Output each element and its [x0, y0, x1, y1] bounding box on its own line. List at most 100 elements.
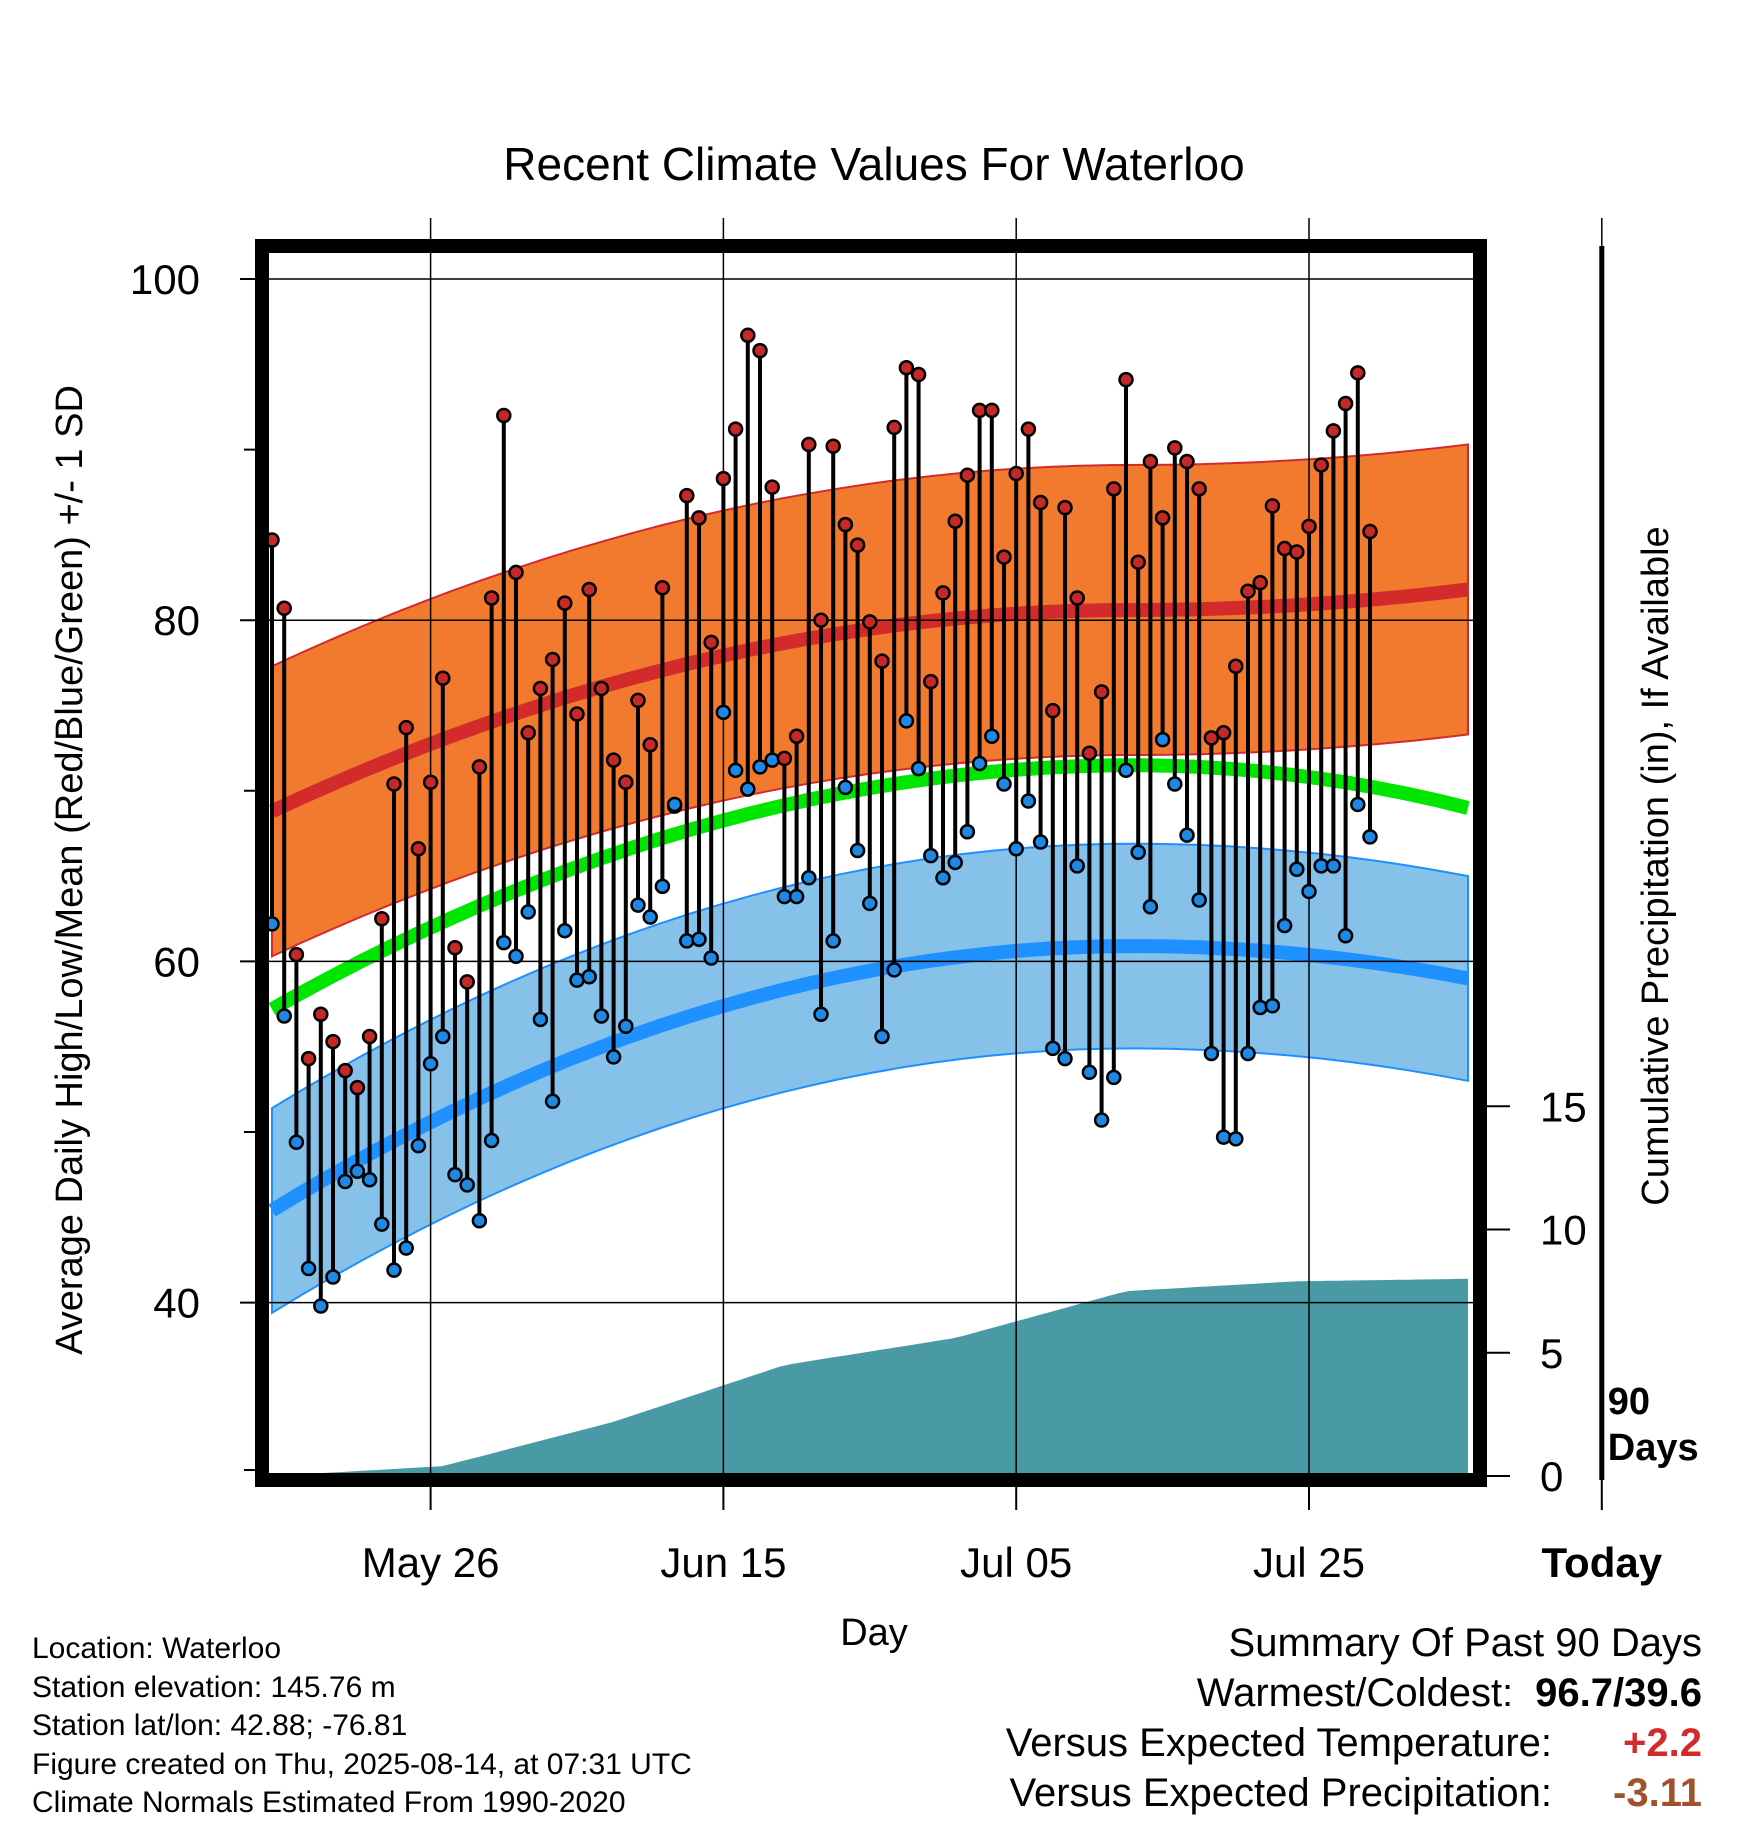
daily-high-dot-12: [410, 841, 427, 857]
daily-high-dot-47: [837, 516, 854, 533]
daily-high-dot-32: [654, 580, 671, 596]
daily-high-dot-39: [740, 327, 756, 344]
daily-low-dot-55: [935, 870, 951, 886]
daily-low-dot-9: [374, 1216, 390, 1232]
daily-low-dot-15: [447, 1166, 463, 1183]
daily-low-dot-33: [666, 796, 683, 813]
daily-low-dot-43: [788, 888, 805, 905]
daily-high-dot-51: [886, 419, 902, 436]
summary-heading: Summary Of Past 90 Days: [1228, 1621, 1702, 1665]
daily-low-dot-82: [1264, 998, 1281, 1014]
daily-low-dot-48: [849, 842, 866, 859]
daily-high-dot-79: [1228, 658, 1244, 675]
daily-high-dot-40: [752, 342, 768, 359]
daily-high-dot-66: [1069, 590, 1085, 606]
today-marker-0: 90: [1608, 1381, 1650, 1423]
daily-high-dot-15: [447, 940, 463, 956]
daily-high-dot-1: [276, 600, 292, 617]
daily-low-dot-50: [874, 1028, 890, 1045]
daily-high-dot-63: [1032, 494, 1049, 511]
daily-high-dot-74: [1167, 440, 1183, 456]
daily-low-dot-61: [1008, 841, 1024, 857]
daily-low-dot-23: [544, 1093, 561, 1110]
daily-low-dot-52: [898, 713, 915, 729]
info-latlon: Station lat/lon: 42.88; -76.81: [32, 1709, 408, 1742]
daily-low-dot-37: [715, 704, 732, 721]
summary-precip: Versus Expected Precipitation: -3.11: [1006, 1768, 1702, 1818]
daily-high-dot-6: [337, 1062, 353, 1079]
daily-high-dot-78: [1215, 725, 1232, 741]
daily-high-dot-38: [727, 421, 744, 437]
temp-label: Versus Expected Temperature:: [1005, 1721, 1552, 1765]
temp-value: +2.2: [1623, 1721, 1702, 1765]
daily-low-dot-89: [1350, 796, 1366, 813]
x-tick-label-3: Jul 25: [1253, 1539, 1365, 1586]
daily-high-dot-90: [1362, 523, 1378, 540]
daily-high-dot-5: [325, 1033, 341, 1050]
daily-low-dot-80: [1240, 1045, 1256, 1062]
daily-low-dot-65: [1057, 1050, 1073, 1067]
daily-low-dot-4: [313, 1298, 329, 1314]
daily-high-dot-14: [435, 670, 451, 686]
daily-low-dot-7: [349, 1163, 366, 1179]
daily-high-dot-16: [459, 974, 475, 990]
daily-low-dot-63: [1032, 834, 1049, 850]
x-tick-label-2: Jul 05: [960, 1539, 1072, 1586]
daily-high-dot-31: [642, 736, 658, 753]
daily-high-dot-17: [471, 759, 488, 775]
daily-low-dot-66: [1069, 858, 1085, 874]
daily-low-dot-71: [1130, 844, 1146, 860]
daily-low-dot-87: [1325, 858, 1342, 874]
daily-high-dot-29: [618, 774, 634, 791]
daily-low-dot-75: [1179, 827, 1195, 843]
daily-low-dot-28: [605, 1049, 622, 1065]
daily-low-dot-56: [947, 854, 963, 871]
daily-low-dot-78: [1215, 1129, 1232, 1145]
y2-tick-label-0: 0: [1540, 1453, 1563, 1500]
daily-high-dot-68: [1093, 684, 1110, 700]
daily-high-dot-54: [923, 673, 939, 690]
daily-low-dot-32: [654, 878, 671, 895]
daily-high-dot-42: [776, 750, 793, 767]
daily-high-dot-28: [605, 752, 622, 768]
precip-area: [272, 1278, 1468, 1476]
daily-low-dot-73: [1154, 731, 1171, 748]
daily-low-dot-10: [386, 1262, 402, 1278]
daily-high-dot-81: [1252, 574, 1268, 591]
daily-low-dot-30: [630, 897, 646, 913]
daily-low-dot-34: [679, 933, 695, 949]
daily-high-dot-41: [764, 479, 780, 495]
daily-low-dot-83: [1276, 917, 1293, 934]
daily-high-dot-18: [483, 590, 500, 606]
daily-low-dot-67: [1081, 1064, 1098, 1081]
daily-low-dot-70: [1118, 762, 1134, 779]
daily-high-dot-71: [1130, 554, 1146, 570]
daily-low-dot-5: [325, 1269, 341, 1285]
daily-high-dot-55: [935, 585, 951, 601]
daily-high-dot-57: [959, 467, 976, 483]
daily-low-dot-57: [959, 823, 976, 840]
daily-low-dot-29: [618, 1018, 634, 1034]
daily-low-dot-90: [1362, 829, 1378, 845]
info-created: Figure created on Thu, 2025-08-14, at 07…: [32, 1747, 692, 1781]
daily-high-dot-49: [862, 614, 878, 630]
daily-high-dot-35: [691, 510, 707, 526]
daily-high-dot-59: [984, 402, 1000, 419]
daily-high-dot-3: [300, 1050, 317, 1067]
daily-low-dot-44: [801, 870, 817, 886]
daily-low-dot-40: [752, 759, 768, 775]
daily-low-dot-77: [1203, 1045, 1220, 1062]
daily-low-dot-69: [1106, 1069, 1122, 1086]
info-location: Location: Waterloo: [32, 1632, 282, 1665]
daily-high-dot-19: [496, 407, 512, 424]
daily-high-dot-25: [569, 706, 585, 722]
daily-low-dot-21: [520, 904, 536, 920]
daily-high-dot-36: [703, 634, 719, 651]
daily-high-dot-73: [1154, 510, 1171, 526]
x-axis-label: Day: [840, 1612, 908, 1654]
daily-low-dot-31: [642, 909, 658, 925]
daily-low-dot-84: [1289, 861, 1305, 878]
daily-low-dot-1: [276, 1008, 292, 1024]
